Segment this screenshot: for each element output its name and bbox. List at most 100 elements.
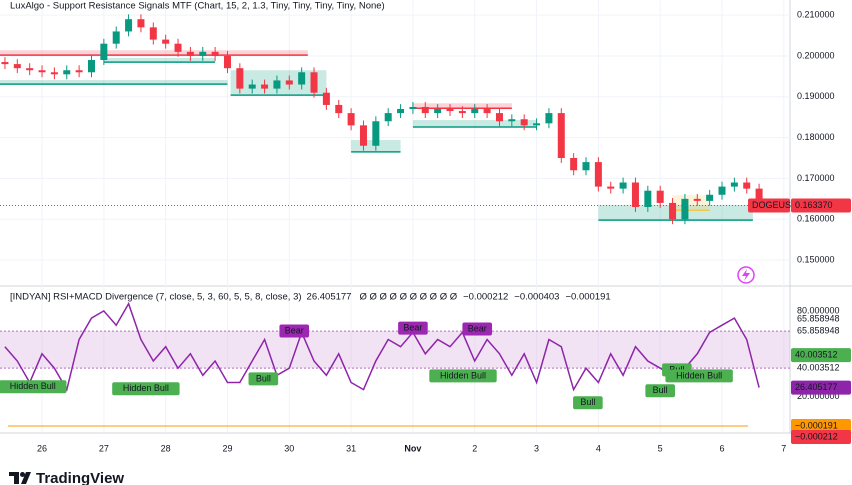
divergence-label-box — [462, 322, 493, 336]
candle-body — [582, 162, 590, 171]
candle-body — [631, 182, 639, 208]
level-label: 40.003512 — [797, 363, 840, 373]
chart-title: LuxAlgo - Support Resistance Signals MTF… — [10, 1, 385, 12]
y-tick-label: 0.200000 — [797, 50, 835, 60]
candle-body — [162, 39, 170, 44]
divergence-label-box — [0, 380, 67, 394]
divergence-label: Bull — [669, 364, 684, 374]
divergence-label: Hidden Bull — [676, 370, 722, 380]
x-tick-label: 5 — [658, 443, 663, 453]
divergence-label: Hidden Bull — [10, 381, 56, 391]
divergence-label-box — [398, 321, 428, 335]
candle-body — [483, 109, 491, 114]
candle-body — [149, 27, 157, 40]
x-tick-label: 31 — [346, 443, 356, 453]
divergence-label: Bull — [653, 385, 668, 395]
x-tick-label: 6 — [719, 443, 724, 453]
x-tick-label: 7 — [781, 443, 786, 453]
candle-body — [125, 19, 133, 32]
candle-body — [508, 119, 516, 122]
candle-body — [248, 84, 256, 89]
x-tick-label: 26 — [37, 443, 47, 453]
candle-body — [38, 70, 46, 73]
candle-body — [1, 62, 9, 65]
sr-zone — [412, 120, 537, 127]
icon-ring — [737, 266, 755, 284]
logo-slash — [21, 472, 31, 484]
axis-tag — [791, 430, 851, 445]
divergence-label-box — [665, 369, 733, 383]
divergence-label-box — [248, 372, 279, 386]
snapshot-icon[interactable] — [737, 266, 755, 284]
x-tick-label: 30 — [284, 443, 294, 453]
y-tick-label: 0.190000 — [797, 91, 835, 101]
candle-body — [310, 72, 318, 93]
candle-body — [409, 106, 417, 110]
axis-tag-label: DOGEUSD — [752, 200, 798, 210]
divergence-label: Hidden Bull — [123, 383, 169, 393]
candle-body — [471, 109, 479, 114]
x-tick-label: 28 — [161, 443, 171, 453]
candle-body — [570, 158, 578, 171]
y-tick-label: 0.150000 — [797, 254, 835, 264]
candle-body — [137, 19, 145, 28]
candle-body — [743, 182, 751, 189]
candle-body — [75, 70, 83, 73]
axis-tag-label: 40.003512 — [795, 350, 838, 360]
x-tick-label: 4 — [596, 443, 601, 453]
candle-body — [13, 64, 21, 69]
candle-body — [533, 123, 541, 126]
divergence-label-box — [645, 384, 675, 398]
candle-body — [384, 113, 392, 122]
divergence-label: Bull — [256, 373, 271, 383]
candle-body — [298, 72, 306, 85]
divergence-label-box — [279, 324, 310, 338]
sr-zone — [412, 103, 512, 109]
macd-value: −0.000403 — [514, 292, 559, 303]
candle-body — [656, 190, 664, 203]
y-tick-label: 20.000000 — [797, 391, 840, 401]
brand-name: TradingView — [36, 470, 124, 485]
axis-tag-label: −0.000191 — [795, 420, 838, 430]
axis-tag-label: −0.000212 — [795, 431, 838, 441]
x-tick-label: Nov — [404, 443, 421, 453]
candle-body — [755, 188, 763, 206]
axis-tag-label: 26.405177 — [795, 382, 838, 392]
y-tick-label: 0.160000 — [797, 214, 835, 224]
candle-body — [545, 113, 553, 124]
x-tick-label: 2 — [472, 443, 477, 453]
divergence-label: Bull — [580, 397, 595, 407]
y-tick-label: 0.170000 — [797, 173, 835, 183]
candle-body — [112, 31, 120, 44]
candle-body — [26, 68, 34, 71]
candle-body — [730, 182, 738, 187]
candle-body — [644, 190, 652, 208]
candle-body — [458, 111, 466, 114]
candle-body — [87, 60, 95, 73]
candle-body — [693, 198, 701, 201]
axis-tag — [791, 380, 851, 395]
divergence-label-box — [429, 369, 497, 383]
candle-body — [607, 186, 615, 189]
axis-tag — [748, 198, 790, 213]
divergence-label: Bear — [285, 325, 304, 335]
level-label: 65.858948 — [797, 326, 840, 336]
logo-dot — [20, 472, 25, 477]
level-label: 65.858948 — [797, 314, 840, 324]
macd-value: −0.000212 — [463, 292, 508, 303]
candle-body — [421, 106, 429, 114]
candle-body — [557, 113, 565, 159]
candle-body — [669, 202, 677, 220]
candle-body — [681, 198, 689, 220]
candle-body — [397, 109, 405, 114]
sr-zone — [103, 57, 216, 63]
candle-body — [174, 43, 182, 52]
x-tick-label: 3 — [534, 443, 539, 453]
candle-body — [372, 121, 380, 146]
axis-tag-label: 0.163370 — [795, 200, 833, 210]
candle-body — [335, 104, 343, 114]
divergence-label: Bear — [403, 322, 422, 332]
macd-value: −0.000191 — [565, 292, 610, 303]
x-tick-label: 27 — [99, 443, 109, 453]
